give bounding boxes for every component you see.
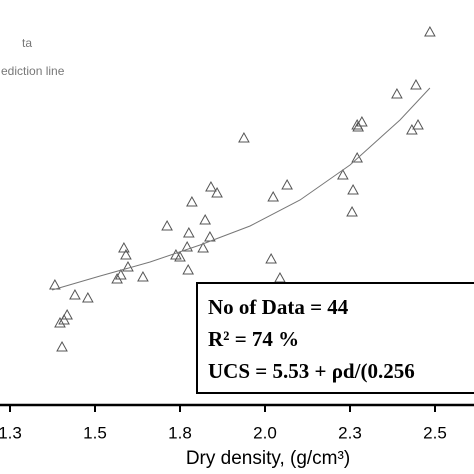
annotation: UCS = 5.53 + ρd/(0.256 [208, 359, 415, 383]
data-point [114, 268, 127, 280]
data-point [356, 115, 368, 127]
data-point [238, 131, 250, 143]
annotation-box [196, 282, 474, 394]
data-point [174, 250, 186, 262]
data-point [69, 288, 81, 300]
data-point [181, 240, 193, 252]
data-point [58, 313, 70, 325]
x-tick-label: 2.3 [338, 423, 362, 442]
x-tick-label: 1.8 [168, 423, 192, 442]
x-tick-label: 1.3 [0, 423, 22, 442]
data-point [265, 252, 277, 264]
data-point [197, 241, 209, 253]
data-point [199, 213, 212, 225]
data-point [182, 263, 195, 275]
data-point [137, 270, 149, 282]
data-point [281, 178, 293, 190]
data-point [186, 195, 198, 207]
data-point [111, 272, 123, 284]
data-point [118, 241, 130, 253]
data-point [61, 308, 73, 320]
data-point [352, 120, 365, 132]
data-point [337, 168, 349, 180]
data-point [346, 205, 358, 217]
data-point [406, 123, 418, 135]
data-point [267, 190, 280, 202]
data-point [54, 316, 66, 328]
legend-label: ta [22, 36, 32, 50]
data-point [49, 278, 61, 290]
data-point [161, 219, 173, 231]
data-point [120, 248, 132, 260]
annotation: No of Data = 44 [208, 295, 349, 319]
legend-label: ediction line [1, 64, 65, 78]
data-point [410, 78, 422, 90]
data-point [56, 340, 68, 352]
annotation: R² = 74 % [208, 327, 299, 351]
data-point [182, 226, 195, 238]
x-axis-label: Dry density, (g/cm³) [186, 448, 350, 469]
data-point [211, 186, 223, 198]
x-tick-label: 2.0 [253, 423, 277, 442]
data-point [122, 260, 134, 272]
data-point [205, 180, 217, 192]
x-tick-label: 2.5 [423, 423, 447, 442]
data-point [351, 151, 363, 163]
x-tick-label: 1.5 [83, 423, 107, 442]
data-point [412, 118, 424, 130]
data-point [424, 25, 436, 37]
data-point [391, 87, 403, 99]
data-point [82, 291, 94, 303]
prediction-line [52, 87, 431, 291]
data-point [274, 271, 286, 283]
data-point [347, 183, 359, 195]
